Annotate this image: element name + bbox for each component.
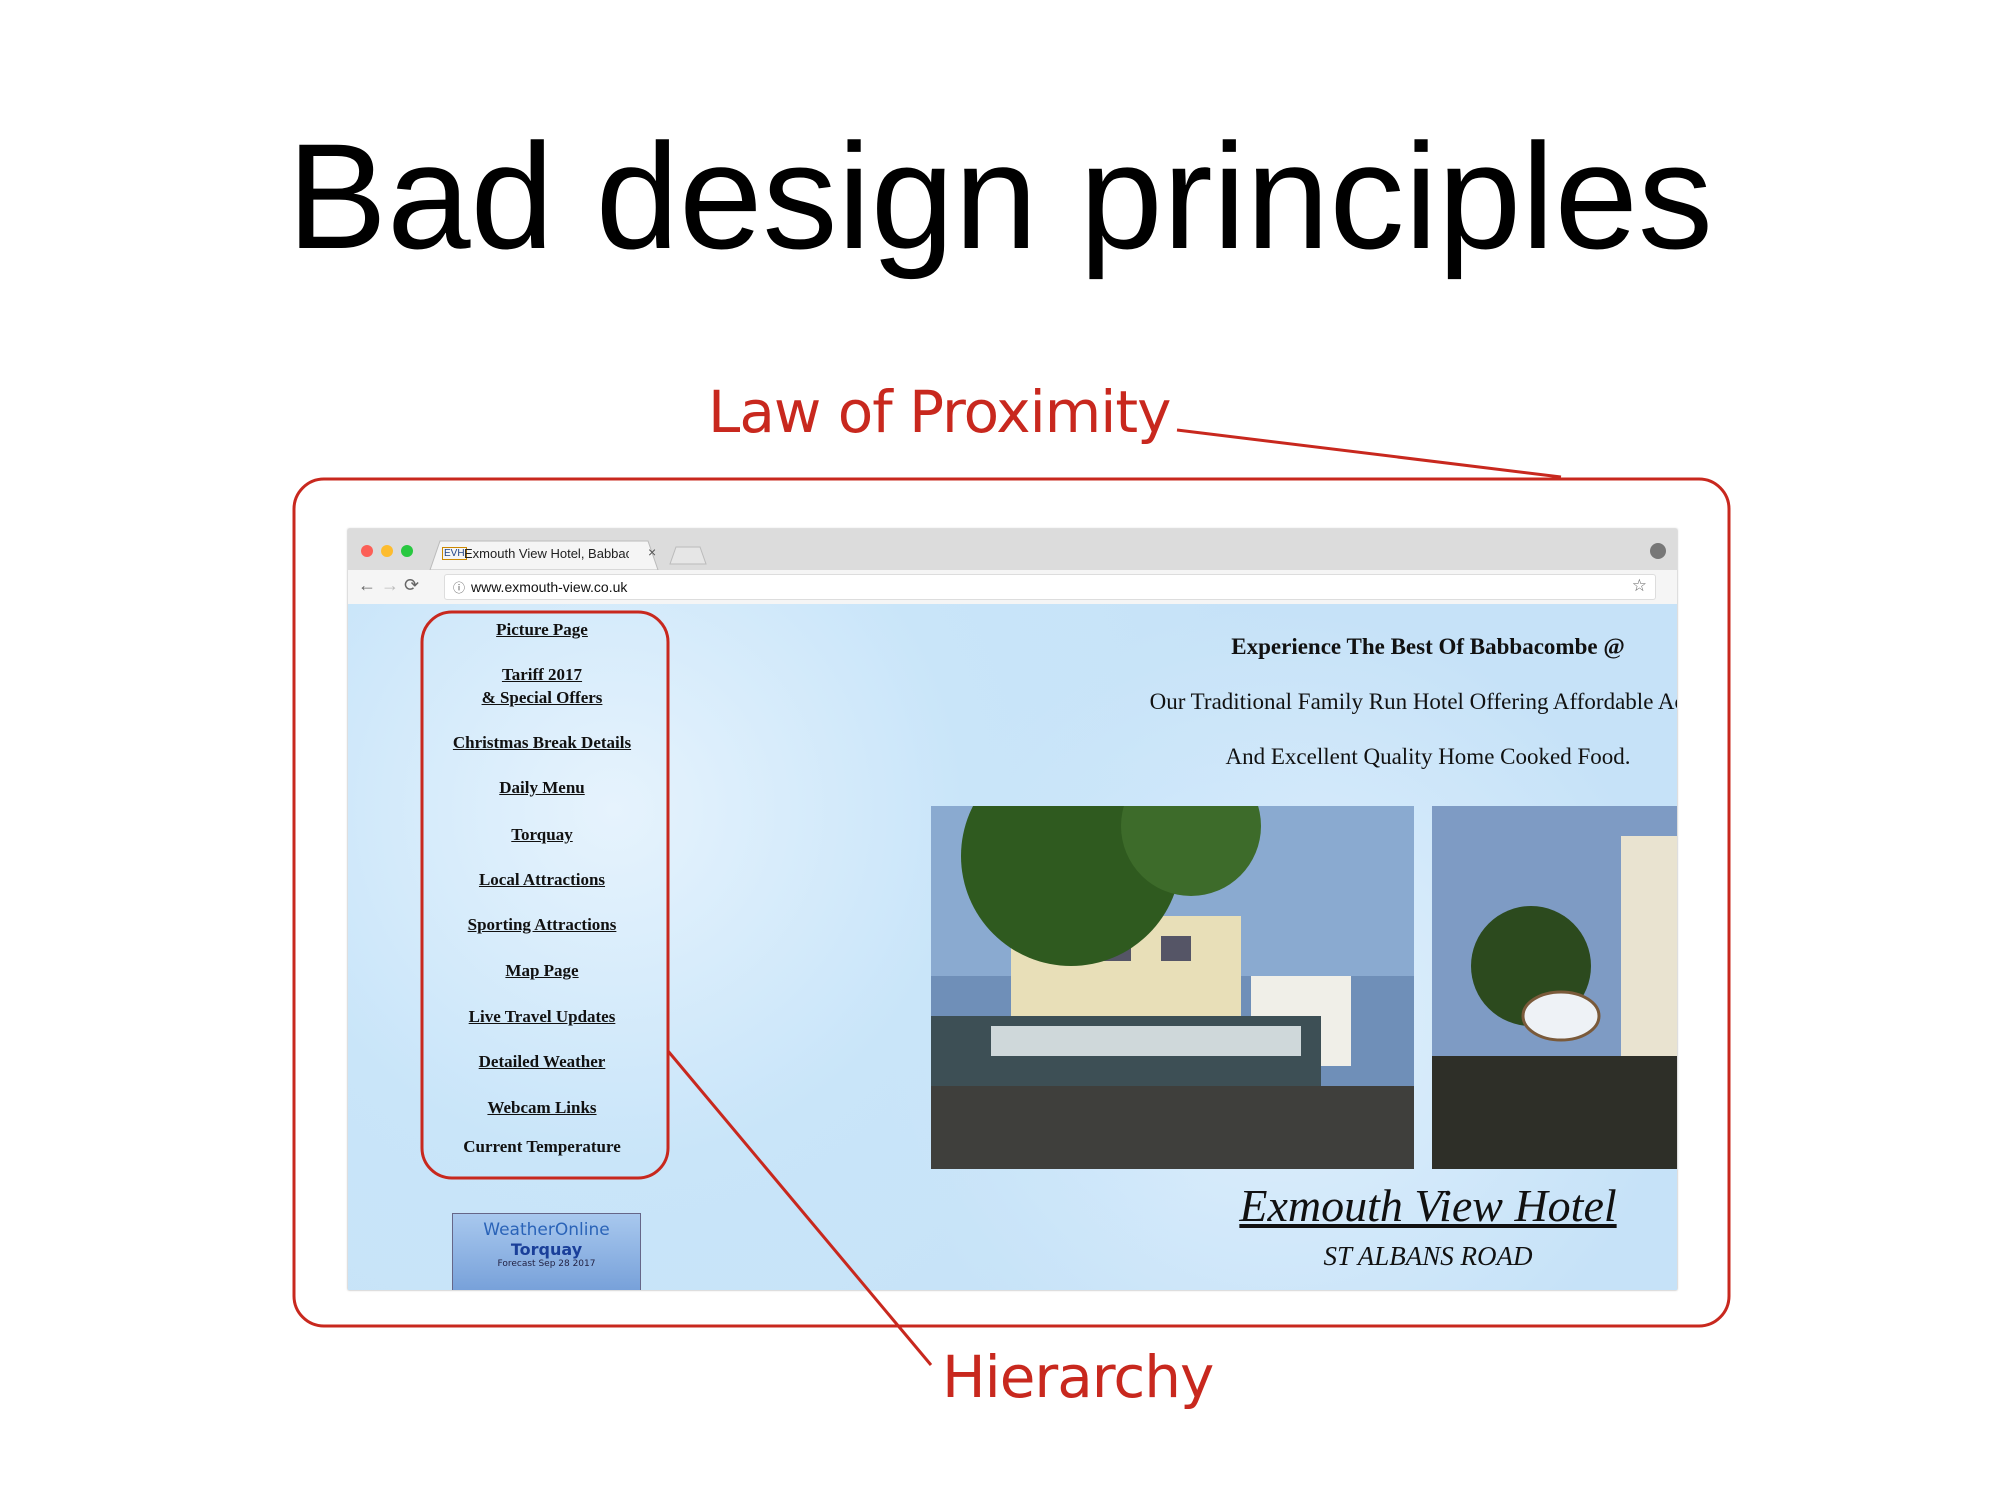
nav-link[interactable]: Map Page (505, 961, 579, 980)
browser-window: EVH Exmouth View Hotel, Babbaco × ← → ⟳ … (348, 529, 1677, 1290)
nav-link[interactable]: & Special Offers (481, 688, 603, 707)
nav-link[interactable]: Daily Menu (499, 778, 585, 797)
intro-line: Our Traditional Family Run Hotel Offerin… (1149, 689, 1677, 714)
url: www.exmouth-view.co.uk (471, 579, 628, 595)
web-page: Picture Page Tariff 2017 & Special Offer… (348, 604, 1677, 1290)
nav-buttons[interactable]: ← → ⟳ (358, 575, 420, 595)
nav-link[interactable]: Christmas Break Details (452, 733, 632, 752)
tab-bar: EVH Exmouth View Hotel, Babbaco × (348, 529, 1677, 570)
nav-link[interactable]: Detailed Weather (478, 1052, 606, 1071)
nav-link[interactable]: Torquay (511, 825, 573, 844)
annotation: Hierarchy (942, 1343, 1214, 1411)
widget-date: Forecast Sep 28 2017 (497, 1259, 596, 1269)
nav-link[interactable]: Picture Page (496, 620, 588, 639)
favicon: EVH (442, 547, 467, 560)
nav-label: Current Temperature (463, 1137, 621, 1156)
slide-title: Bad design principles (287, 112, 1713, 280)
nav-link[interactable]: Tariff 2017 (501, 665, 583, 684)
nav-link[interactable]: Live Travel Updates (468, 1007, 616, 1026)
hotel-photos (931, 806, 1677, 1169)
tab-title[interactable]: Exmouth View Hotel, Babbaco (464, 546, 629, 561)
tab-close[interactable]: × (648, 544, 657, 560)
intro-line: And Excellent Quality Home Cooked Food. (1225, 744, 1631, 769)
annotation: Law of Proximity (708, 378, 1171, 446)
nav-link[interactable]: Webcam Links (487, 1098, 597, 1117)
headline: Experience The Best Of Babbacombe @ (1231, 634, 1625, 659)
nav-link[interactable]: Local Attractions (478, 870, 606, 889)
url-field[interactable]: ⓘ www.exmouth-view.co.uk ☆ (444, 574, 1656, 600)
address: ST ALBANS ROAD (1323, 1241, 1533, 1271)
widget-city: Torquay (510, 1240, 583, 1259)
proximity-frame (292, 477, 1731, 1328)
hierarchy-frame (420, 610, 670, 1180)
callout-line (666, 1050, 933, 1366)
weather-widget[interactable]: WeatherOnline Torquay Forecast Sep 28 20… (452, 1213, 641, 1290)
nav-link[interactable]: Sporting Attractions (467, 915, 617, 934)
callout-line (1176, 428, 1562, 479)
hotel-name: Exmouth View Hotel (1239, 1180, 1617, 1231)
widget-brand: WeatherOnline (483, 1220, 610, 1240)
tab-controls (361, 540, 1666, 570)
